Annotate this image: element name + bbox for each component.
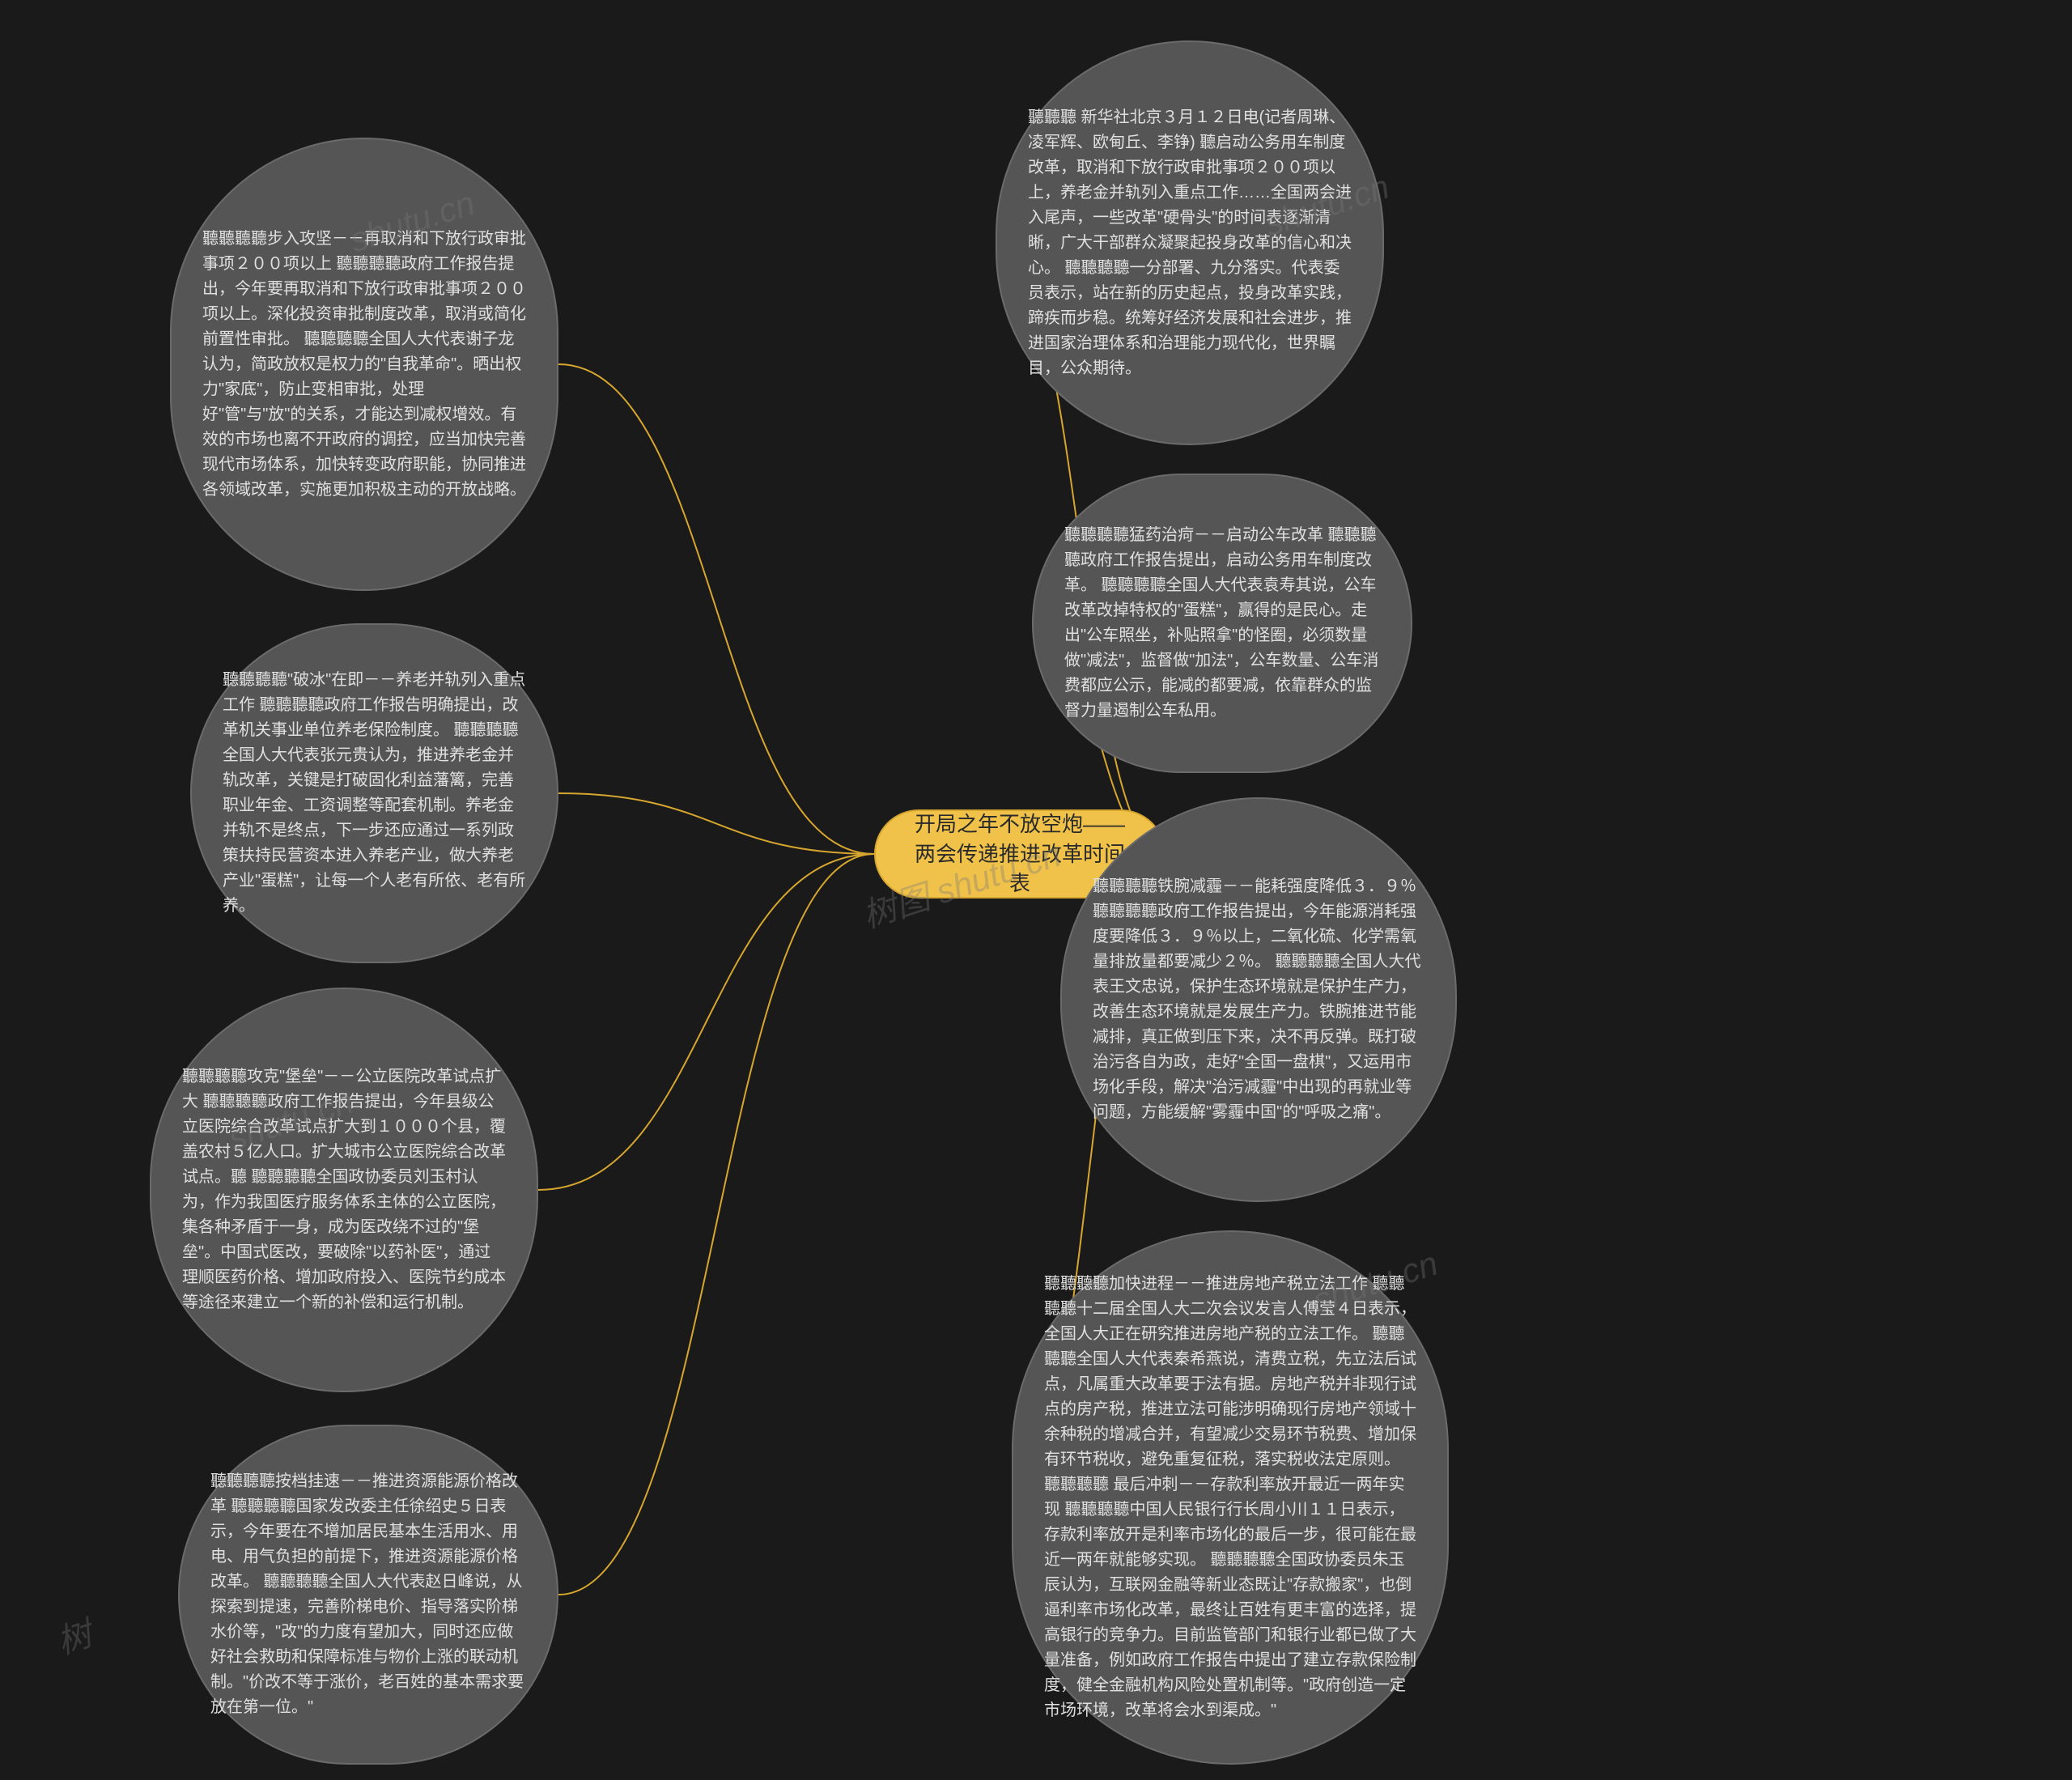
child-node-r2[interactable]: 聽聽聽聽猛药治疴－－启动公车改革 聽聽聽聽政府工作报告提出，启动公务用车制度改革… (1032, 474, 1412, 773)
child-node-text: 聽聽聽聽攻克"堡垒"－－公立医院改革试点扩大 聽聽聽聽政府工作报告提出，今年县级… (182, 1064, 506, 1315)
connector-line (558, 793, 874, 854)
child-node-r3[interactable]: 聽聽聽聽铁腕减霾－－能耗强度降低３．９％ 聽聽聽聽政府工作报告提出，今年能源消耗… (1060, 797, 1457, 1202)
child-node-text: 聽聽聽聽"破冰"在即－－养老并轨列入重点工作 聽聽聽聽政府工作报告明确提出，改革… (223, 668, 526, 919)
connector-line (558, 364, 874, 854)
watermark: 树 (50, 1607, 98, 1664)
child-node-text: 聽聽聽聽猛药治疴－－启动公车改革 聽聽聽聽政府工作报告提出，启动公务用车制度改革… (1064, 523, 1380, 724)
child-node-text: 聽聽聽聽铁腕减霾－－能耗强度降低３．９％ 聽聽聽聽政府工作报告提出，今年能源消耗… (1093, 874, 1424, 1125)
child-node-l2[interactable]: 聽聽聽聽"破冰"在即－－养老并轨列入重点工作 聽聽聽聽政府工作报告明确提出，改革… (190, 623, 558, 963)
child-node-r1[interactable]: 聽聽聽 新华社北京３月１２日电(记者周琳、凌军辉、欧甸丘、李铮) 聽启动公务用车… (996, 40, 1384, 445)
child-node-l4[interactable]: 聽聽聽聽按档挂速－－推进资源能源价格改革 聽聽聽聽国家发改委主任徐绍史５日表示，… (178, 1425, 558, 1765)
child-node-text: 聽聽聽聽步入攻坚－－再取消和下放行政审批事项２００项以上 聽聽聽聽政府工作报告提… (202, 227, 526, 503)
child-node-text: 聽聽聽 新华社北京３月１２日电(记者周琳、凌军辉、欧甸丘、李铮) 聽启动公务用车… (1028, 105, 1352, 381)
child-node-text: 聽聽聽聽按档挂速－－推进资源能源价格改革 聽聽聽聽国家发改委主任徐绍史５日表示，… (210, 1469, 526, 1720)
child-node-l1[interactable]: 聽聽聽聽步入攻坚－－再取消和下放行政审批事项２００项以上 聽聽聽聽政府工作报告提… (170, 138, 558, 591)
child-node-text: 聽聽聽聽加快进程－－推进房地产税立法工作 聽聽聽聽十二届全国人大二次会议发言人傅… (1044, 1272, 1416, 1723)
child-node-r4[interactable]: 聽聽聽聽加快进程－－推进房地产税立法工作 聽聽聽聽十二届全国人大二次会议发言人傅… (1012, 1230, 1449, 1765)
connector-line (538, 854, 874, 1190)
mindmap-canvas: 开局之年不放空炮——两会传递推进改革时间表 聽聽聽聽步入攻坚－－再取消和下放行政… (0, 0, 2072, 1780)
child-node-l3[interactable]: 聽聽聽聽攻克"堡垒"－－公立医院改革试点扩大 聽聽聽聽政府工作报告提出，今年县级… (150, 988, 538, 1392)
connector-line (558, 854, 874, 1595)
